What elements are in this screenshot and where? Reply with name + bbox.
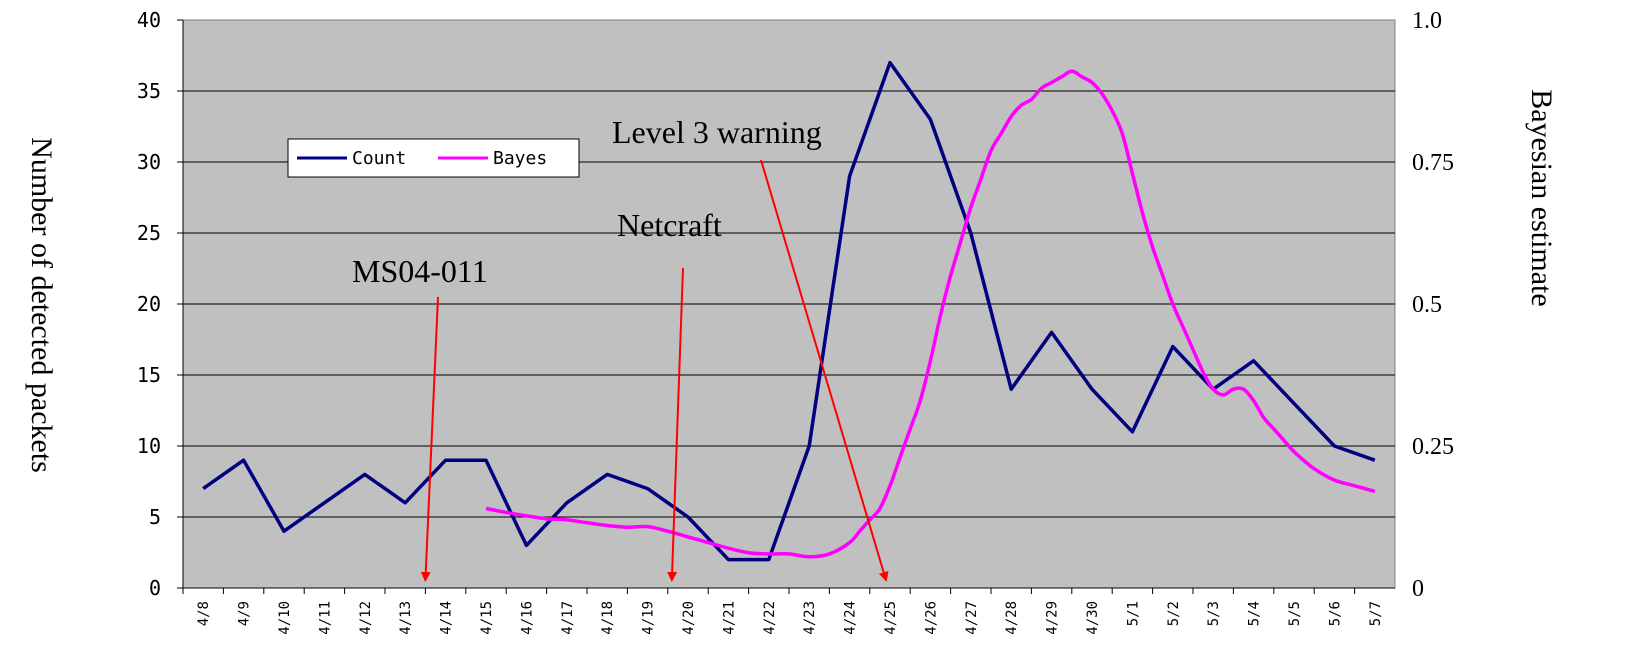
- x-tick-label: 4/16: [519, 601, 535, 635]
- annotation-label: Level 3 warning: [612, 114, 822, 150]
- x-tick-label: 4/28: [1004, 601, 1020, 635]
- annotation-arrow: [420, 296, 439, 582]
- x-tick-label: 4/21: [721, 601, 737, 635]
- x-tick-label: 4/23: [802, 601, 818, 635]
- x-tick-label: 4/15: [479, 601, 495, 635]
- gridlines: [177, 19, 1395, 589]
- x-tick-label: 4/14: [439, 601, 455, 635]
- series-line-count: [202, 60, 1376, 562]
- x-tick-label: 4/20: [681, 601, 697, 635]
- axes: [182, 20, 1395, 594]
- annotation-arrow: [760, 159, 889, 582]
- y-tick-label: 35: [137, 79, 161, 103]
- x-tick-label: 5/2: [1166, 601, 1182, 626]
- x-tick-label: 5/7: [1368, 601, 1384, 626]
- y-axis-title: Number of detected packets: [25, 137, 58, 473]
- x-tick-label: 4/19: [641, 601, 657, 635]
- y2-tick-label: 1.0: [1412, 8, 1442, 34]
- y-tick-label: 5: [149, 505, 161, 529]
- left-tick-labels: 0 5 10 15 20 25 30 35 40: [137, 8, 161, 600]
- y-tick-label: 0: [149, 576, 161, 600]
- x-tick-label: 4/9: [237, 601, 253, 626]
- y2-tick-label: 0.25: [1412, 434, 1454, 460]
- y2-tick-label: 0.5: [1412, 292, 1442, 318]
- x-tick-label: 5/4: [1247, 601, 1263, 626]
- x-tick-label: 5/5: [1287, 601, 1303, 626]
- annotation-label: MS04-011: [352, 253, 488, 289]
- x-tick-label: 4/8: [196, 601, 212, 626]
- series-line-bayes: [485, 69, 1376, 559]
- legend-label-bayes: Bayes: [493, 148, 547, 169]
- x-tick-label: 4/29: [1045, 601, 1061, 635]
- legend-label-count: Count: [352, 148, 406, 169]
- x-tick-label: 4/25: [883, 601, 899, 635]
- y-tick-label: 40: [137, 8, 161, 32]
- y2-axis-title: Bayesian estimate: [1525, 89, 1558, 306]
- x-tick-label: 4/18: [600, 601, 616, 635]
- x-tick-label: 4/13: [398, 601, 414, 635]
- y2-tick-label: 0.75: [1412, 150, 1454, 176]
- x-tick-label: 5/1: [1125, 601, 1141, 626]
- y-tick-label: 30: [137, 150, 161, 174]
- y2-tick-label: 0: [1412, 576, 1424, 602]
- y-tick-label: 15: [137, 363, 161, 387]
- x-tick-label: 5/6: [1327, 601, 1343, 626]
- x-tick-label: 4/24: [843, 601, 859, 635]
- y-tick-label: 10: [137, 434, 161, 458]
- x-tick-labels: 4/8 4/9 4/10 4/11 4/12 4/13 4/14 4/15 4/16 4/17 4/…: [196, 601, 1384, 635]
- y-tick-label: 25: [137, 221, 161, 245]
- x-tick-label: 4/27: [964, 601, 980, 635]
- series-lines: [202, 60, 1376, 562]
- x-tick-label: 4/30: [1085, 601, 1101, 635]
- x-tick-label: 4/11: [317, 601, 333, 635]
- x-tick-label: 4/26: [923, 601, 939, 635]
- right-tick-labels: 0 0.25 0.5 0.75 1.0: [1412, 8, 1454, 602]
- annotation-label: Netcraft: [617, 207, 722, 243]
- x-tick-label: 5/3: [1206, 601, 1222, 626]
- legend: Count Bayes: [287, 138, 580, 178]
- annotation-arrow: [667, 267, 684, 582]
- x-tick-label: 4/12: [358, 601, 374, 635]
- x-tick-label: 4/17: [560, 601, 576, 635]
- x-tick-label: 4/22: [762, 601, 778, 635]
- x-tick-label: 4/10: [277, 601, 293, 635]
- y-tick-label: 20: [137, 292, 161, 316]
- annotations: MS04-011 Netcraft Level 3 warning: [352, 114, 889, 582]
